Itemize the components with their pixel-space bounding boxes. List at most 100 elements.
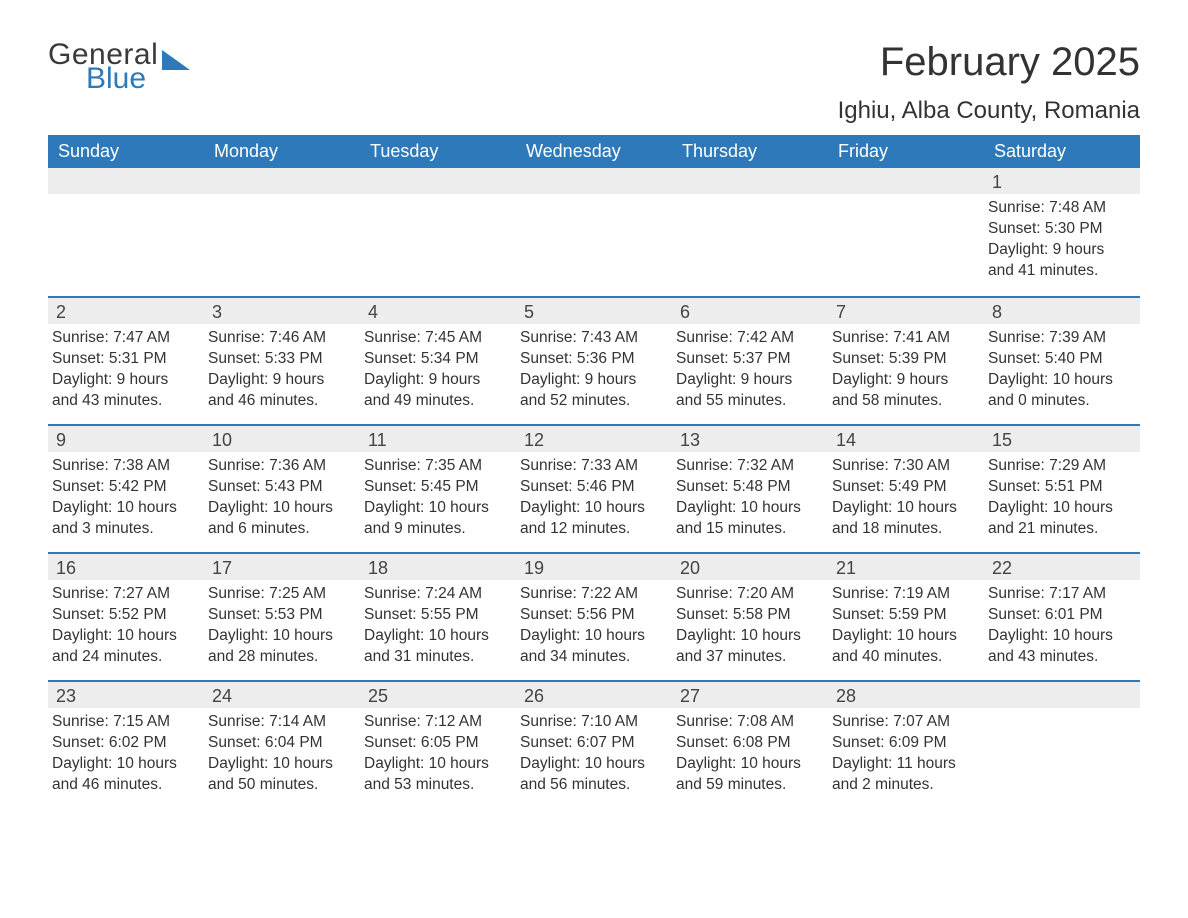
brand-logo: General Blue (48, 40, 190, 94)
calendar-day-cell (204, 168, 360, 296)
day-sunrise: Sunrise: 7:15 AM (52, 712, 198, 733)
calendar-day-cell: 24Sunrise: 7:14 AMSunset: 6:04 PMDayligh… (204, 682, 360, 808)
calendar-day-cell: 16Sunrise: 7:27 AMSunset: 5:52 PMDayligh… (48, 554, 204, 680)
day-number: 25 (360, 682, 516, 708)
day-dl2: and 15 minutes. (676, 519, 822, 540)
day-body: Sunrise: 7:17 AMSunset: 6:01 PMDaylight:… (984, 580, 1140, 678)
day-dl1: Daylight: 10 hours (208, 626, 354, 647)
calendar-day-cell: 26Sunrise: 7:10 AMSunset: 6:07 PMDayligh… (516, 682, 672, 808)
day-dl2: and 53 minutes. (364, 775, 510, 796)
day-sunrise: Sunrise: 7:24 AM (364, 584, 510, 605)
day-body: Sunrise: 7:48 AMSunset: 5:30 PMDaylight:… (984, 194, 1140, 292)
day-number: 18 (360, 554, 516, 580)
day-dl1: Daylight: 9 hours (988, 240, 1134, 261)
calendar: Sunday Monday Tuesday Wednesday Thursday… (48, 135, 1140, 808)
day-dl2: and 18 minutes. (832, 519, 978, 540)
day-dl1: Daylight: 10 hours (364, 626, 510, 647)
calendar-day-cell: 2Sunrise: 7:47 AMSunset: 5:31 PMDaylight… (48, 298, 204, 424)
day-sunrise: Sunrise: 7:36 AM (208, 456, 354, 477)
calendar-day-cell: 23Sunrise: 7:15 AMSunset: 6:02 PMDayligh… (48, 682, 204, 808)
day-number: 19 (516, 554, 672, 580)
day-number: 27 (672, 682, 828, 708)
day-dl2: and 55 minutes. (676, 391, 822, 412)
day-sunrise: Sunrise: 7:46 AM (208, 328, 354, 349)
calendar-day-cell (48, 168, 204, 296)
day-dl1: Daylight: 10 hours (520, 498, 666, 519)
day-body: Sunrise: 7:30 AMSunset: 5:49 PMDaylight:… (828, 452, 984, 550)
calendar-day-cell: 3Sunrise: 7:46 AMSunset: 5:33 PMDaylight… (204, 298, 360, 424)
day-dl2: and 52 minutes. (520, 391, 666, 412)
day-dl2: and 46 minutes. (208, 391, 354, 412)
day-number (204, 168, 360, 194)
calendar-day-cell: 28Sunrise: 7:07 AMSunset: 6:09 PMDayligh… (828, 682, 984, 808)
day-dl2: and 6 minutes. (208, 519, 354, 540)
day-number: 9 (48, 426, 204, 452)
weekday-header: Saturday (984, 135, 1140, 168)
day-dl2: and 9 minutes. (364, 519, 510, 540)
day-sunset: Sunset: 5:55 PM (364, 605, 510, 626)
day-number: 12 (516, 426, 672, 452)
day-dl1: Daylight: 10 hours (520, 626, 666, 647)
weekday-header: Thursday (672, 135, 828, 168)
day-sunset: Sunset: 5:37 PM (676, 349, 822, 370)
day-number: 20 (672, 554, 828, 580)
day-sunrise: Sunrise: 7:20 AM (676, 584, 822, 605)
calendar-day-cell: 11Sunrise: 7:35 AMSunset: 5:45 PMDayligh… (360, 426, 516, 552)
day-dl1: Daylight: 10 hours (52, 626, 198, 647)
day-body: Sunrise: 7:39 AMSunset: 5:40 PMDaylight:… (984, 324, 1140, 422)
day-body: Sunrise: 7:41 AMSunset: 5:39 PMDaylight:… (828, 324, 984, 422)
day-number (984, 682, 1140, 708)
day-dl1: Daylight: 10 hours (52, 498, 198, 519)
day-body: Sunrise: 7:10 AMSunset: 6:07 PMDaylight:… (516, 708, 672, 806)
day-sunset: Sunset: 5:53 PM (208, 605, 354, 626)
day-body: Sunrise: 7:19 AMSunset: 5:59 PMDaylight:… (828, 580, 984, 678)
day-body: Sunrise: 7:15 AMSunset: 6:02 PMDaylight:… (48, 708, 204, 806)
day-sunrise: Sunrise: 7:48 AM (988, 198, 1134, 219)
day-sunrise: Sunrise: 7:17 AM (988, 584, 1134, 605)
day-number (516, 168, 672, 194)
day-dl1: Daylight: 10 hours (364, 498, 510, 519)
day-sunrise: Sunrise: 7:29 AM (988, 456, 1134, 477)
day-dl2: and 56 minutes. (520, 775, 666, 796)
day-dl2: and 28 minutes. (208, 647, 354, 668)
day-dl2: and 50 minutes. (208, 775, 354, 796)
day-dl2: and 40 minutes. (832, 647, 978, 668)
calendar-day-cell: 18Sunrise: 7:24 AMSunset: 5:55 PMDayligh… (360, 554, 516, 680)
day-dl2: and 49 minutes. (364, 391, 510, 412)
day-sunset: Sunset: 6:01 PM (988, 605, 1134, 626)
weekday-header-row: Sunday Monday Tuesday Wednesday Thursday… (48, 135, 1140, 168)
weeks-container: 1Sunrise: 7:48 AMSunset: 5:30 PMDaylight… (48, 168, 1140, 808)
calendar-week-row: 2Sunrise: 7:47 AMSunset: 5:31 PMDaylight… (48, 296, 1140, 424)
day-dl1: Daylight: 10 hours (988, 498, 1134, 519)
day-dl2: and 21 minutes. (988, 519, 1134, 540)
day-number: 8 (984, 298, 1140, 324)
day-body: Sunrise: 7:12 AMSunset: 6:05 PMDaylight:… (360, 708, 516, 806)
calendar-day-cell: 9Sunrise: 7:38 AMSunset: 5:42 PMDaylight… (48, 426, 204, 552)
day-dl2: and 3 minutes. (52, 519, 198, 540)
day-sunrise: Sunrise: 7:35 AM (364, 456, 510, 477)
day-sunset: Sunset: 5:45 PM (364, 477, 510, 498)
day-sunset: Sunset: 5:36 PM (520, 349, 666, 370)
brand-logo-text: General Blue (48, 40, 190, 94)
day-sunset: Sunset: 5:30 PM (988, 219, 1134, 240)
day-body: Sunrise: 7:46 AMSunset: 5:33 PMDaylight:… (204, 324, 360, 422)
day-sunrise: Sunrise: 7:22 AM (520, 584, 666, 605)
day-dl2: and 34 minutes. (520, 647, 666, 668)
day-dl1: Daylight: 9 hours (676, 370, 822, 391)
calendar-day-cell: 12Sunrise: 7:33 AMSunset: 5:46 PMDayligh… (516, 426, 672, 552)
calendar-day-cell: 8Sunrise: 7:39 AMSunset: 5:40 PMDaylight… (984, 298, 1140, 424)
day-dl2: and 59 minutes. (676, 775, 822, 796)
day-dl2: and 12 minutes. (520, 519, 666, 540)
day-sunset: Sunset: 5:48 PM (676, 477, 822, 498)
day-sunrise: Sunrise: 7:27 AM (52, 584, 198, 605)
day-number: 21 (828, 554, 984, 580)
day-dl1: Daylight: 10 hours (520, 754, 666, 775)
page-header: General Blue February 2025 Ighiu, Alba C… (48, 40, 1140, 125)
day-sunrise: Sunrise: 7:47 AM (52, 328, 198, 349)
day-number (672, 168, 828, 194)
day-body: Sunrise: 7:24 AMSunset: 5:55 PMDaylight:… (360, 580, 516, 678)
day-dl1: Daylight: 9 hours (52, 370, 198, 391)
calendar-day-cell (360, 168, 516, 296)
calendar-week-row: 23Sunrise: 7:15 AMSunset: 6:02 PMDayligh… (48, 680, 1140, 808)
day-dl1: Daylight: 9 hours (208, 370, 354, 391)
